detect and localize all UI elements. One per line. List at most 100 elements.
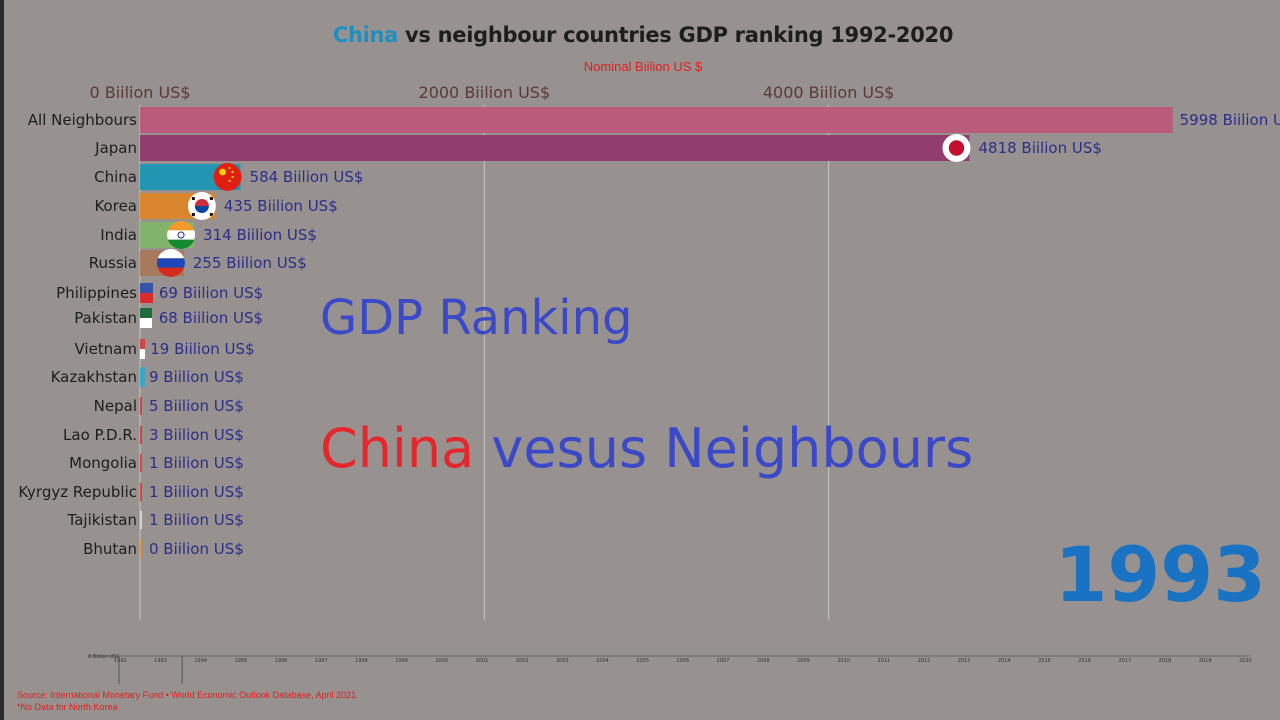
timeline-year-2015: 2015 bbox=[1038, 658, 1051, 664]
category-label-3: Korea bbox=[94, 197, 137, 215]
china-flag-icon bbox=[213, 163, 242, 191]
title-highlight: China bbox=[332, 23, 399, 47]
timeline-year-2006: 2006 bbox=[677, 658, 690, 664]
timeline-year-2002: 2002 bbox=[516, 658, 529, 664]
flag-bg bbox=[213, 163, 242, 191]
flag-yang bbox=[194, 199, 209, 206]
flag-yin bbox=[194, 206, 209, 214]
flag-wheel bbox=[177, 231, 185, 239]
category-label-7: Pakistan bbox=[74, 309, 137, 327]
korea-flag-icon bbox=[187, 192, 216, 220]
flag-sliver-top-9 bbox=[140, 367, 145, 377]
bar-10 bbox=[140, 397, 142, 415]
bar-0 bbox=[140, 107, 1173, 133]
flag-white bbox=[156, 249, 185, 259]
flag-sliver-top-6 bbox=[140, 283, 153, 293]
category-label-14: Tajikistan bbox=[67, 511, 137, 529]
flag-blue bbox=[156, 258, 185, 268]
timeline-year-2019: 2019 bbox=[1199, 658, 1212, 664]
bar-11 bbox=[140, 426, 142, 444]
timeline-year-2018: 2018 bbox=[1159, 658, 1172, 664]
flag-white bbox=[167, 230, 196, 240]
timeline-year-2004: 2004 bbox=[596, 658, 609, 664]
flag-sliver-bottom-9 bbox=[140, 377, 145, 387]
value-label-13: 1 Biilion US$ bbox=[149, 483, 244, 501]
timeline-year-2007: 2007 bbox=[717, 658, 730, 664]
flag-body-2 bbox=[213, 163, 242, 191]
overlay-vesus-neighbours: vesus Neighbours bbox=[474, 417, 974, 480]
timeline-year-2005: 2005 bbox=[636, 658, 649, 664]
flag-trigram-2 bbox=[191, 213, 195, 216]
overlay-china-vs-neighbours: China vesus Neighbours bbox=[320, 417, 973, 480]
russia-flag-icon bbox=[156, 249, 185, 277]
flag-trigram-3 bbox=[209, 213, 213, 216]
timeline-year-2014: 2014 bbox=[998, 658, 1011, 664]
year-indicator: 1993 bbox=[1054, 530, 1266, 619]
flag-star bbox=[219, 168, 226, 176]
bar-1 bbox=[140, 135, 970, 161]
chart-subtitle: Nominal Biilion US $ bbox=[583, 59, 703, 74]
tick-label-1: 2000 Biilion US$ bbox=[419, 83, 551, 102]
category-label-10: Nepal bbox=[94, 397, 137, 415]
value-label-5: 255 Biilion US$ bbox=[193, 254, 307, 272]
value-label-8: 19 Biilion US$ bbox=[150, 340, 254, 358]
timeline-year-1993: 1993 bbox=[154, 658, 167, 664]
tick-label-0: 0 Biilion US$ bbox=[89, 83, 190, 102]
source-note: Source: International Monetary Fund • Wo… bbox=[17, 689, 356, 713]
chart-title: China vs neighbour countries GDP ranking… bbox=[0, 23, 1280, 47]
flag-red bbox=[156, 267, 185, 277]
timeline-year-2003: 2003 bbox=[556, 658, 569, 664]
window-edge bbox=[0, 0, 4, 720]
value-label-11: 3 Biilion US$ bbox=[149, 426, 244, 444]
flag-body-5 bbox=[156, 249, 185, 277]
year-timeline: 0 Biilion US$1992 1993 1994 1995 1996 1997 199… bbox=[88, 654, 1252, 684]
source-text: Source: International Monetary Fund • Wo… bbox=[17, 690, 357, 700]
timeline-year-2010: 2010 bbox=[837, 658, 850, 664]
title-rest: vs neighbour countries GDP ranking 1992-… bbox=[398, 23, 954, 47]
bar-15 bbox=[140, 540, 142, 558]
category-label-9: Kazakhstan bbox=[51, 368, 137, 386]
value-label-7: 68 Biilion US$ bbox=[159, 309, 263, 327]
flag-sun bbox=[948, 140, 965, 156]
category-label-11: Lao P.D.R. bbox=[63, 426, 137, 444]
bar-14 bbox=[140, 511, 142, 529]
flag-small-star-0 bbox=[228, 166, 231, 170]
value-label-1: 4818 Biilion US$ bbox=[978, 139, 1101, 157]
flag-body-1 bbox=[942, 134, 971, 162]
tick-label-2: 4000 Biilion US$ bbox=[763, 83, 895, 102]
category-label-1: Japan bbox=[94, 139, 137, 157]
bar-13 bbox=[140, 483, 142, 501]
flag-sliver-bottom-6 bbox=[140, 293, 153, 303]
flag-trigram-1 bbox=[209, 197, 213, 200]
timeline-year-2000: 2000 bbox=[435, 658, 448, 664]
timeline-year-1996: 1996 bbox=[275, 658, 288, 664]
flag-trigram-0 bbox=[191, 197, 195, 200]
flag-small-star-3 bbox=[228, 179, 231, 183]
value-label-3: 435 Biilion US$ bbox=[224, 197, 338, 215]
bar-chart: 0 Biilion US$ 2000 Biilion US$ 4000 Biilio… bbox=[18, 83, 1280, 620]
timeline-year-2011: 2011 bbox=[877, 658, 890, 664]
timeline-year-2013: 2013 bbox=[958, 658, 971, 664]
value-label-10: 5 Biilion US$ bbox=[149, 397, 244, 415]
timeline-year-2008: 2008 bbox=[757, 658, 770, 664]
timeline-year-2001: 2001 bbox=[476, 658, 489, 664]
category-label-2: China bbox=[94, 168, 137, 186]
timeline-year-1997: 1997 bbox=[315, 658, 328, 664]
value-label-4: 314 Biilion US$ bbox=[203, 226, 317, 244]
timeline-year-2016: 2016 bbox=[1078, 658, 1091, 664]
flag-saffron bbox=[167, 221, 196, 231]
value-label-6: 69 Biilion US$ bbox=[159, 284, 263, 302]
flag-body-4 bbox=[167, 221, 196, 249]
japan-flag-icon bbox=[942, 134, 971, 162]
flag-small-star-2 bbox=[231, 175, 234, 179]
category-label-6: Philippines bbox=[56, 284, 137, 302]
category-label-8: Vietnam bbox=[74, 340, 137, 358]
category-label-15: Bhutan bbox=[83, 540, 137, 558]
flag-sliver-bottom-7 bbox=[140, 318, 152, 328]
value-label-2: 584 Biilion US$ bbox=[250, 168, 364, 186]
bar-12 bbox=[140, 454, 142, 472]
timeline-year-2009: 2009 bbox=[797, 658, 810, 664]
flag-green bbox=[167, 239, 196, 249]
india-flag-icon bbox=[167, 221, 196, 249]
value-label-14: 1 Biilion US$ bbox=[149, 511, 244, 529]
